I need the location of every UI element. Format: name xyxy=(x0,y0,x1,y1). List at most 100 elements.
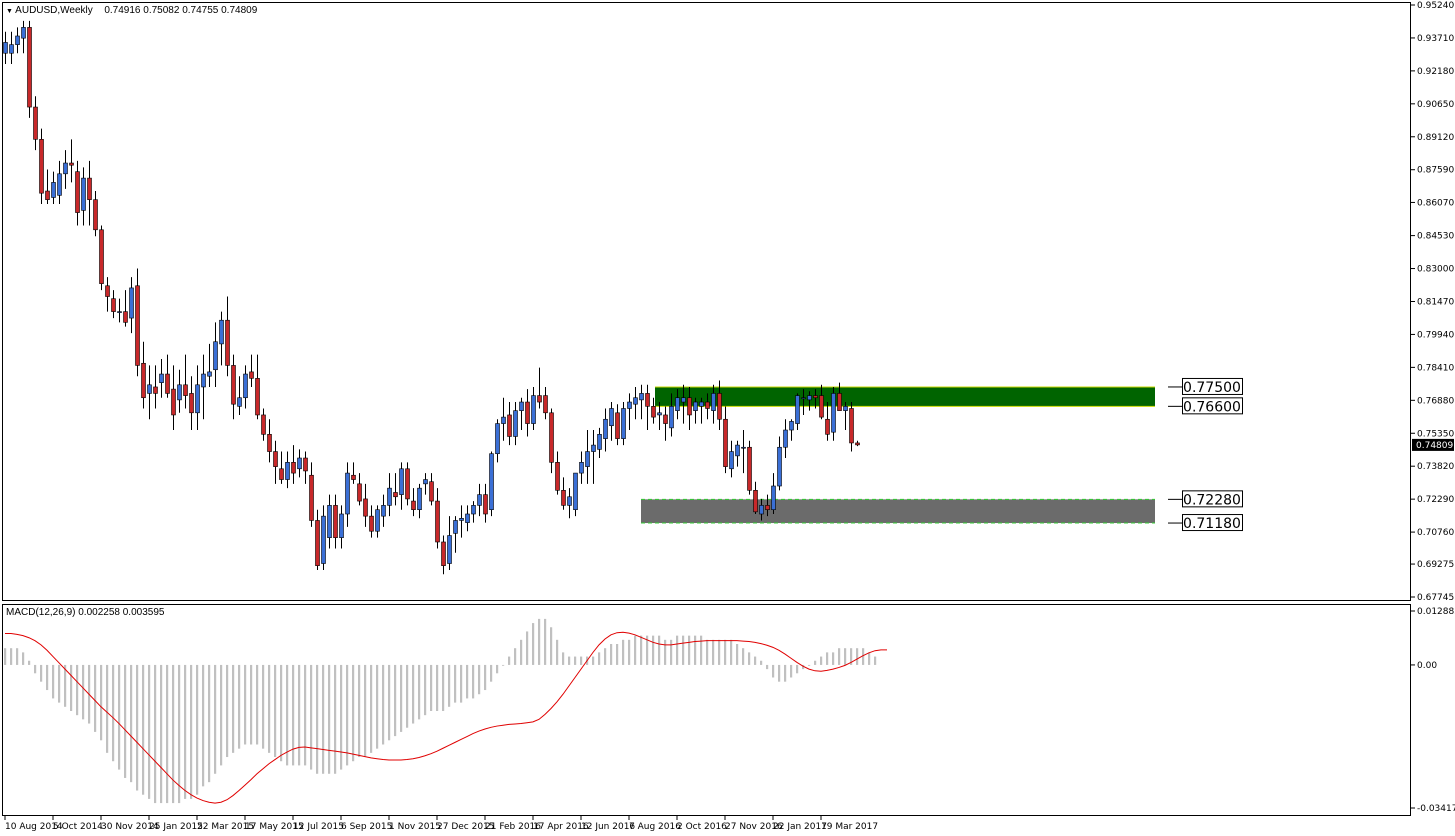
macd-bar xyxy=(424,664,427,716)
zone-level-label: 0.71180 xyxy=(1168,514,1243,532)
macd-bar xyxy=(436,664,439,711)
time-tick: 7 Aug 2016 xyxy=(628,816,681,832)
candle xyxy=(273,440,278,484)
macd-tick: -0.034173 xyxy=(1411,804,1455,814)
macd-bar xyxy=(610,644,613,665)
time-tick: 25 Jan 2015 xyxy=(148,816,203,832)
candle-body xyxy=(765,505,770,510)
time-tick: 5 Oct 2014 xyxy=(52,816,103,832)
candle-body xyxy=(483,494,488,515)
candle-body xyxy=(423,479,428,485)
macd-bar xyxy=(382,664,385,745)
candle-body xyxy=(705,401,710,409)
macd-bar xyxy=(574,656,577,665)
macd-bar xyxy=(64,664,67,707)
candle xyxy=(381,494,386,527)
candle-body xyxy=(675,397,680,411)
candle-body xyxy=(579,462,584,474)
time-tick: 30 Nov 2014 xyxy=(100,816,159,832)
time-tick-label: 21 Feb 2016 xyxy=(485,822,541,832)
zone-level-label: 0.77500 xyxy=(1168,377,1243,396)
time-tick: 27 Dec 2015 xyxy=(436,816,495,832)
macd-bar xyxy=(850,648,853,665)
macd-bar xyxy=(784,664,787,682)
macd-bar xyxy=(808,664,811,666)
candle xyxy=(735,440,740,467)
price-tick-label: 0.72290 xyxy=(1417,495,1454,505)
candle-body xyxy=(165,373,170,394)
price-tick-label: 0.87590 xyxy=(1417,166,1454,176)
macd-bar xyxy=(718,639,721,665)
macd-bar xyxy=(676,635,679,665)
candle xyxy=(435,488,440,549)
macd-bar xyxy=(874,656,877,665)
macd-bar xyxy=(838,648,841,665)
candle-body xyxy=(759,505,764,515)
macd-bar xyxy=(562,652,565,665)
price-tick: 0.67745 xyxy=(1411,593,1454,603)
candle xyxy=(165,354,170,398)
candle xyxy=(207,343,212,387)
triangle-down-icon[interactable]: ▼ xyxy=(6,8,13,15)
price-tick: 0.83000 xyxy=(1411,265,1454,275)
candle-body xyxy=(279,468,284,480)
candle-body xyxy=(327,505,332,538)
macd-bar xyxy=(136,664,139,791)
price-tick-label: 0.81470 xyxy=(1417,297,1454,307)
candle-body xyxy=(225,319,230,366)
price-axis: 0.95240 0.93710 0.92180 0.90650 0.89120 0.875… xyxy=(1411,1,1454,603)
macd-bar xyxy=(400,664,403,732)
candle-body xyxy=(465,513,470,523)
price-tick-label: 0.89120 xyxy=(1417,133,1454,143)
candle-body xyxy=(783,429,788,448)
macd-axis: 0.012883 0.00 -0.034173 xyxy=(1411,607,1455,814)
macd-bar xyxy=(658,635,661,665)
candle-body xyxy=(747,446,752,491)
price-tick-label: 0.83000 xyxy=(1417,265,1454,275)
candle-body xyxy=(249,371,254,379)
price-tick-label: 0.78410 xyxy=(1417,363,1454,373)
price-tick-label: 0.73820 xyxy=(1417,462,1454,472)
candle xyxy=(285,451,290,489)
time-tick: 1 Nov 2015 xyxy=(388,816,441,832)
macd-bar xyxy=(274,664,277,758)
candle xyxy=(261,408,266,441)
macd-bar xyxy=(16,648,19,665)
candle-body xyxy=(813,395,818,399)
candle xyxy=(717,380,722,431)
time-tick: 27 Nov 2016 xyxy=(724,816,783,832)
macd-bar xyxy=(844,648,847,665)
candle xyxy=(705,393,710,420)
time-tick-label: 17 May 2015 xyxy=(245,822,304,832)
candle-body xyxy=(3,42,8,54)
macd-bar xyxy=(34,664,37,674)
time-tick-label: 22 Mar 2015 xyxy=(197,822,254,832)
ohlc-values: 0.74916 0.75082 0.74755 0.74809 xyxy=(104,5,258,16)
candle xyxy=(111,290,116,319)
time-tick-label: 1 Nov 2015 xyxy=(389,822,441,832)
macd-label: MACD(12,26,9) 0.002258 0.003595 xyxy=(6,607,165,618)
macd-bar xyxy=(238,664,241,749)
candle xyxy=(417,483,422,519)
candle-body xyxy=(621,408,626,439)
time-tick-label: 27 Nov 2016 xyxy=(725,822,783,832)
price-tick-label: 0.75350 xyxy=(1417,429,1454,439)
macd-bar xyxy=(328,664,331,774)
macd-bar xyxy=(316,664,319,774)
candle xyxy=(423,473,428,495)
candle-body xyxy=(717,393,722,420)
candle xyxy=(489,451,494,517)
candle xyxy=(303,451,308,484)
candle-body xyxy=(645,393,650,407)
candle-body xyxy=(753,490,758,513)
macd-bar xyxy=(292,664,295,766)
candle-body xyxy=(177,384,182,401)
candle-body xyxy=(201,373,206,388)
macd-bar xyxy=(334,664,337,774)
candle xyxy=(759,498,764,521)
candle xyxy=(375,505,380,538)
macd-bar xyxy=(232,664,235,753)
macd-bar xyxy=(508,656,511,665)
macd-panel-frame xyxy=(2,604,1411,816)
time-tick: 21 Feb 2016 xyxy=(484,816,541,832)
